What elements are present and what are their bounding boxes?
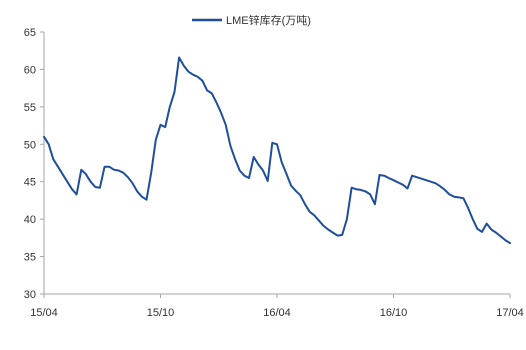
x-tick-label: 16/10: [380, 307, 408, 319]
y-tick-label: 35: [24, 252, 36, 264]
axes: [40, 31, 511, 298]
y-tick-label: 30: [24, 289, 36, 301]
x-tick-label: 15/04: [30, 307, 58, 319]
x-tick-labels: 15/04 15/10 16/04 16/10 17/04: [30, 307, 524, 319]
y-tick-label: 50: [24, 139, 36, 151]
legend-label: LME锌库存(万吨): [226, 13, 311, 27]
legend: LME锌库存(万吨): [192, 13, 311, 27]
y-tick-labels: 30 35 40 45 50 55 60 65: [24, 27, 36, 301]
y-tick-label: 40: [24, 214, 36, 226]
x-tick-label: 15/10: [147, 307, 175, 319]
series-layer: [43, 56, 511, 245]
y-tick-label: 65: [24, 27, 36, 39]
x-tick-label: 16/04: [263, 307, 291, 319]
series-line: [43, 56, 511, 245]
y-tick-label: 45: [24, 177, 36, 189]
y-tick-label: 60: [24, 64, 36, 76]
y-tick-label: 55: [24, 102, 36, 114]
x-tick-label: 17/04: [496, 307, 524, 319]
